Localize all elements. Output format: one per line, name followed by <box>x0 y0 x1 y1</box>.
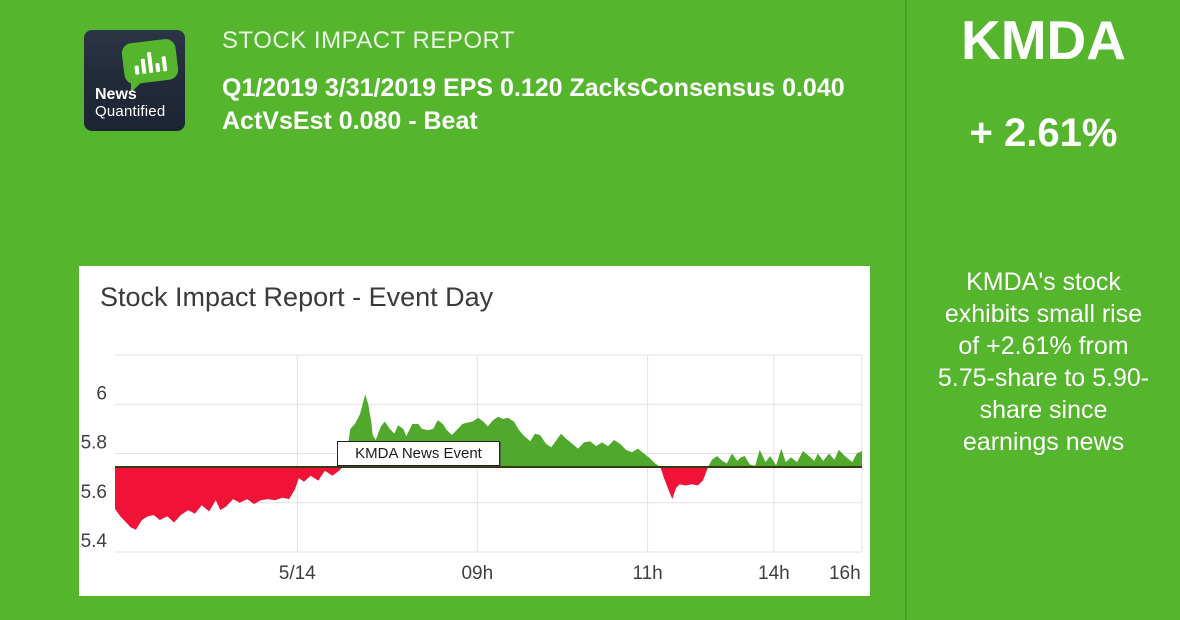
svg-text:5.6: 5.6 <box>81 482 107 503</box>
price-area-chart: 6 5.8 5.6 5.4 5/14 09h 11h 14h 16h <box>79 266 870 596</box>
chart-card: Stock Impact Report - Event Day 6 5.8 5.6 5… <box>79 266 870 596</box>
svg-text:5.4: 5.4 <box>81 531 108 552</box>
svg-text:16h: 16h <box>829 563 861 584</box>
news-quantified-logo: News Quantified <box>84 30 185 131</box>
bar-chart-icon <box>121 38 180 85</box>
ticker-panel: KMDA + 2.61% KMDA's stock exhibits small… <box>905 0 1180 620</box>
svg-text:5/14: 5/14 <box>279 563 316 584</box>
svg-text:11h: 11h <box>632 563 662 584</box>
svg-text:09h: 09h <box>461 563 493 584</box>
price-change-percent: + 2.61% <box>969 111 1118 155</box>
ticker-symbol: KMDA <box>961 9 1126 71</box>
svg-text:5.8: 5.8 <box>81 433 107 454</box>
report-type-label: STOCK IMPACT REPORT <box>222 27 516 54</box>
svg-text:14h: 14h <box>758 563 790 584</box>
chart-title: Stock Impact Report - Event Day <box>100 282 494 312</box>
logo-text-news: News <box>95 86 137 103</box>
stock-summary-text: KMDA's stock exhibits small rise of +2.6… <box>937 268 1150 456</box>
earnings-headline: Q1/2019 3/31/2019 EPS 0.120 ZacksConsens… <box>222 74 845 135</box>
speech-bubble-bar-chart-icon <box>120 37 180 93</box>
news-event-label: KMDA News Event <box>337 441 500 466</box>
svg-text:6: 6 <box>96 383 107 404</box>
logo-text-quantified: Quantified <box>95 103 166 120</box>
logo-wordmark: News Quantified <box>95 86 165 120</box>
